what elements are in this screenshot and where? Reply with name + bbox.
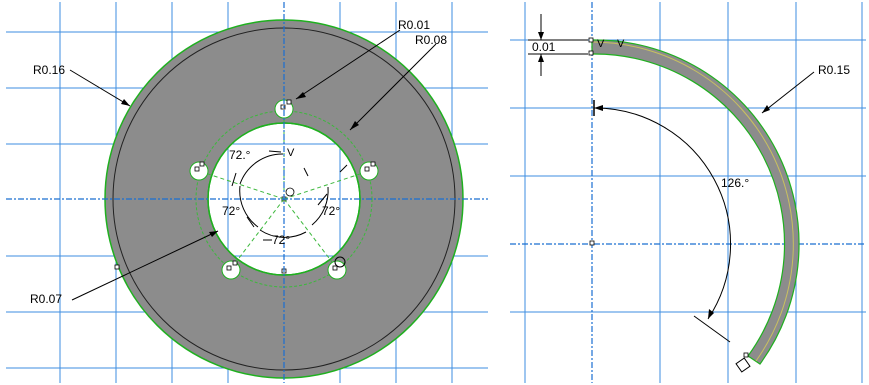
arrowhead	[121, 99, 130, 106]
point-marker[interactable]	[226, 265, 232, 271]
point-marker[interactable]	[286, 99, 292, 105]
label-r-inner-circle[interactable]: R0.08	[415, 33, 447, 47]
arc-edge	[591, 41, 794, 362]
vertex-tick: V	[597, 38, 605, 50]
label-sweep-angle[interactable]: 126.°	[721, 176, 749, 190]
label-angle-top[interactable]: 72.°	[229, 148, 251, 162]
arrowhead	[538, 32, 544, 40]
arrowhead	[296, 92, 306, 99]
arc-point-markers	[588, 37, 749, 358]
leader-arrows	[121, 92, 359, 237]
point-marker[interactable]	[280, 104, 286, 110]
arrowhead	[209, 231, 218, 237]
right-panel: 0.01 126.° R0.15 V V	[507, 0, 869, 385]
center-point[interactable]	[589, 240, 595, 246]
leader-line	[295, 29, 401, 100]
leader-lines	[69, 29, 437, 301]
arrowhead	[594, 105, 603, 111]
label-r-bore[interactable]: R0.07	[30, 292, 62, 306]
leader-line	[69, 69, 131, 107]
dimension-extension	[693, 315, 731, 343]
spoke-line	[283, 198, 333, 263]
end-point-box[interactable]	[735, 357, 751, 373]
angle-dimensions	[231, 150, 348, 241]
point-marker[interactable]	[114, 264, 120, 270]
origin-symbol	[285, 187, 295, 197]
spoke-line	[283, 173, 361, 200]
arrowhead	[350, 121, 359, 130]
angle-arc	[239, 153, 284, 185]
dimension-tick	[339, 164, 348, 173]
dimension-tick	[231, 172, 237, 187]
point-marker[interactable]	[194, 166, 200, 172]
point-marker[interactable]	[588, 37, 594, 43]
construction-spokes	[207, 118, 361, 263]
point-marker[interactable]	[199, 161, 205, 167]
angle-arc	[311, 186, 329, 226]
angle-arc	[239, 185, 259, 228]
label-radius[interactable]: R0.15	[818, 63, 850, 77]
leader-line	[349, 43, 437, 131]
vertex-tick: V	[287, 147, 295, 159]
label-r-outer[interactable]: R0.16	[33, 63, 65, 77]
spoke-line	[207, 173, 285, 200]
left-panel: R0.16 R0.01 R0.08 R0.07 72.° 72° 72° 72°…	[6, 2, 488, 383]
point-marker[interactable]	[588, 50, 594, 56]
dimension-tick	[246, 216, 255, 228]
arrowhead	[708, 309, 714, 319]
arrowhead	[538, 54, 544, 62]
label-angle-left[interactable]: 72°	[222, 204, 240, 218]
arc-profile[interactable]	[591, 39, 800, 365]
label-r-hole[interactable]: R0.01	[398, 18, 430, 32]
right-panel-background	[507, 0, 869, 385]
point-marker[interactable]	[232, 260, 238, 266]
vertex-tick: V	[617, 38, 625, 50]
label-thickness[interactable]: 0.01	[532, 40, 556, 54]
label-angle-right[interactable]: 72°	[322, 204, 340, 218]
point-marker[interactable]	[743, 352, 749, 358]
point-marker[interactable]	[370, 161, 376, 167]
point-marker[interactable]	[332, 265, 338, 271]
point-marker[interactable]	[364, 166, 370, 172]
label-angle-bottom[interactable]: 72°	[272, 233, 290, 247]
dimension-tick	[303, 167, 309, 177]
arrowhead	[762, 105, 770, 113]
leader-line	[761, 71, 815, 114]
dimension-tick	[268, 150, 282, 153]
spoke-line	[235, 198, 285, 263]
dimension-tick	[317, 193, 328, 206]
selection-ring	[334, 256, 346, 268]
leader-line	[71, 230, 219, 301]
panel-divider	[495, 0, 507, 385]
sweep-angle-arc	[593, 107, 732, 320]
angle-arc	[259, 229, 307, 238]
